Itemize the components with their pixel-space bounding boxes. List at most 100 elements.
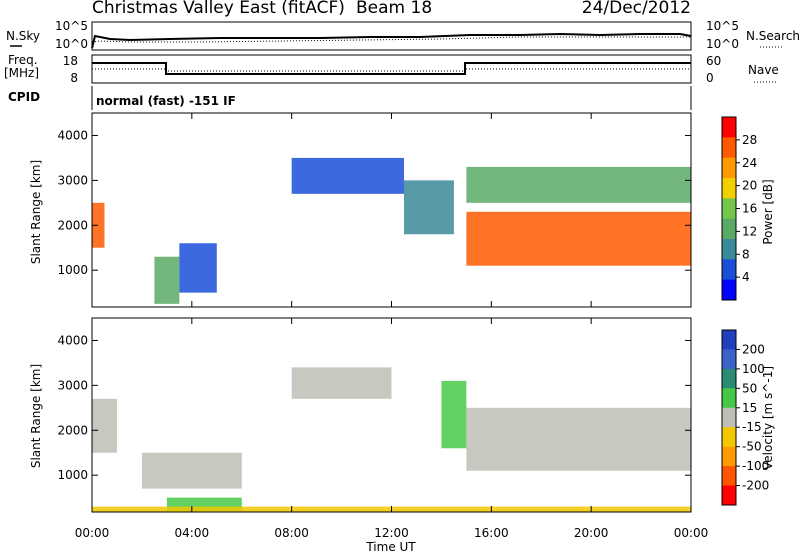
cpid-label: CPID (8, 90, 40, 104)
nsky-label: N.Sky (6, 29, 40, 43)
velocity-colorbar-swatch (722, 388, 736, 409)
velocity-colorbar-swatch (722, 330, 736, 350)
power-echo-region (466, 211, 691, 266)
power-colorbar-swatch (722, 178, 736, 199)
velocity-y-ticks: 1000 2000 3000 4000 (57, 333, 691, 482)
velocity-colorbar-tick-label: 15 (742, 401, 757, 415)
velocity-echo-region (291, 367, 392, 399)
nsearch-trace (91, 36, 691, 43)
nave-tick-top: 60 (706, 54, 721, 68)
beam-label: Beam 18 (356, 0, 432, 18)
power-echo-region (154, 256, 180, 304)
power-y-tick-label: 4000 (57, 128, 88, 142)
power-colorbar-swatch (722, 137, 736, 159)
velocity-colorbar-tick-label: -100 (742, 459, 769, 473)
power-colorbar-swatch (722, 157, 736, 179)
x-tick-label: 08:00 (274, 526, 309, 540)
power-colorbar-tick-label: 28 (742, 133, 757, 147)
power-colorbar-tick-label: 4 (742, 270, 750, 284)
velocity-y-tick-label: 2000 (57, 423, 88, 437)
velocity-colorbar-swatch (722, 485, 736, 506)
power-colorbar-swatch (722, 259, 736, 281)
freq-label-line1: Freq. (8, 53, 38, 67)
power-echo-region (291, 157, 404, 194)
nave-label: Nave (748, 63, 779, 77)
power-echo-region (179, 243, 217, 293)
noise-panel-frame (91, 21, 692, 51)
power-ylabel: Slant Range [km] (29, 160, 43, 264)
power-y-ticks: 1000 2000 3000 4000 (57, 128, 691, 277)
velocity-colorbar: 200 100 50 15 -15 -50 -100 -200 Velocity [m s^-… (721, 329, 775, 506)
velocity-colorbar-tick-label: 200 (742, 342, 765, 356)
power-y-tick-label: 2000 (57, 218, 88, 232)
velocity-colorbar-swatch (722, 427, 736, 448)
power-colorbar-tick-label: 12 (742, 224, 757, 238)
power-colorbar-swatch (722, 239, 736, 260)
freq-tick-bottom: 8 (70, 71, 78, 85)
nsearch-tick-bottom: 10^0 (706, 37, 739, 51)
station-title: Christmas Valley East (fitACF) (92, 0, 345, 18)
power-colorbar-tick-label: 20 (742, 179, 757, 193)
nave-trace (92, 68, 691, 72)
nsearch-tick-top: 10^5 (706, 19, 739, 33)
power-colorbar-swatch (722, 279, 736, 301)
power-echo-region (92, 202, 105, 248)
nave-tick-bottom: 0 (706, 71, 714, 85)
time-axis-ticks: 00:00 04:00 08:00 12:00 16:00 20:00 00:00 (75, 113, 709, 540)
velocity-echo-region (92, 398, 117, 453)
velocity-colorbar-tick-label: 100 (742, 362, 765, 376)
velocity-colorbar-swatch (722, 368, 736, 389)
freq-trace (92, 62, 691, 75)
velocity-colorbar-frame (721, 329, 737, 506)
velocity-colorbar-ticks: 200 100 50 15 -15 -50 -100 -200 (736, 342, 769, 493)
nsearch-label: N.Search (746, 29, 800, 43)
velocity-colorbar-tick-label: -15 (742, 420, 762, 434)
noise-panel: N.Sky 10^5 10^0 10^5 10^0 N.Search (6, 19, 800, 51)
velocity-y-tick-label: 3000 (57, 378, 88, 392)
velocity-y-tick-label: 1000 (57, 468, 88, 482)
cpid-text: normal (fast) -151 IF (96, 94, 236, 108)
time-axis-label: Time UT (365, 540, 416, 554)
power-colorbar-swatch (722, 117, 736, 138)
power-colorbar-swatches (722, 117, 736, 301)
date-label: 24/Dec/2012 (582, 0, 691, 18)
frequency-panel: Freq. [MHz] 18 8 60 0 Nave (4, 53, 779, 85)
power-echo-region (466, 166, 691, 203)
velocity-colorbar-swatch (722, 466, 736, 487)
velocity-echo-region (466, 407, 691, 471)
velocity-colorbar-swatch (722, 446, 736, 467)
freq-label-line2: [MHz] (4, 66, 39, 80)
x-tick-label: 04:00 (175, 526, 210, 540)
velocity-echo-region (141, 452, 242, 489)
power-colorbar: 28 24 20 16 12 8 4 Power [dB] (721, 116, 775, 301)
velocity-panel: 1000 2000 3000 4000 Slant Range [km] (29, 317, 692, 513)
velocity-colorbar-swatches (722, 330, 736, 506)
power-colorbar-tick-label: 16 (742, 202, 757, 216)
power-regions (92, 157, 691, 304)
power-echo-region (403, 180, 454, 235)
cpid-panel: CPID normal (fast) -151 IF (8, 86, 692, 110)
x-tick-label: 12:00 (374, 526, 409, 540)
velocity-colorbar-tick-label: 50 (742, 381, 757, 395)
power-colorbar-swatch (722, 218, 736, 240)
velocity-colorbar-tick-label: -200 (742, 479, 769, 493)
x-tick-label: 00:00 (674, 526, 709, 540)
x-tick-label: 20:00 (574, 526, 609, 540)
velocity-echo-region (441, 380, 467, 449)
power-colorbar-tick-label: 24 (742, 156, 757, 170)
velocity-colorbar-swatch (722, 349, 736, 370)
x-tick-label: 16:00 (474, 526, 509, 540)
velocity-colorbar-tick-label: -50 (742, 440, 762, 454)
power-colorbar-label: Power [dB] (761, 179, 775, 244)
velocity-colorbar-label: Velocity [m s^-1] (761, 366, 775, 470)
power-colorbar-swatch (722, 198, 736, 220)
power-y-tick-label: 3000 (57, 173, 88, 187)
velocity-ylabel: Slant Range [km] (29, 364, 43, 468)
nsky-tick-bottom: 10^0 (55, 37, 88, 51)
x-tick-label: 00:00 (75, 526, 110, 540)
velocity-y-tick-label: 4000 (57, 333, 88, 347)
power-panel: 1000 2000 3000 4000 Slant Range [km] (29, 112, 692, 308)
freq-tick-top: 18 (63, 54, 78, 68)
